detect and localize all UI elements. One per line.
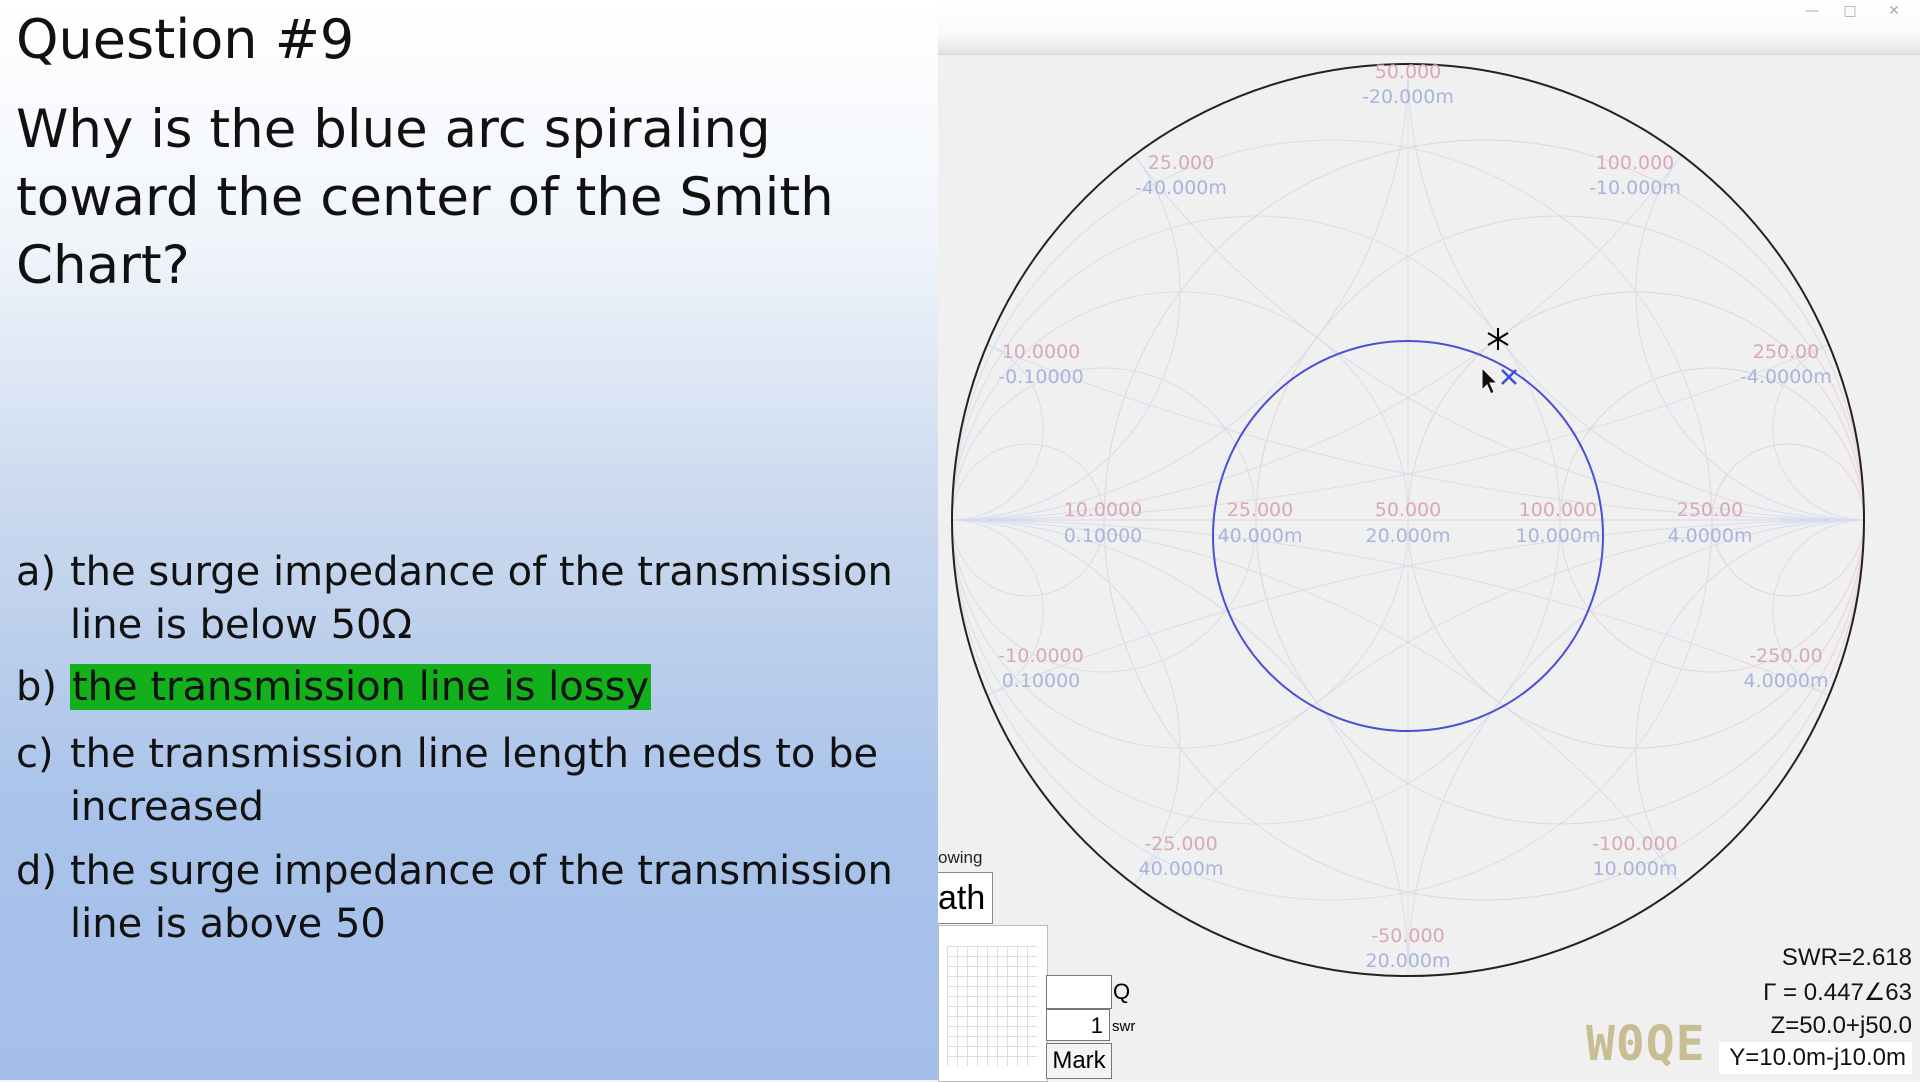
answer-text: the transmission line length needs to be… (70, 731, 879, 830)
mark-button[interactable]: Mark (1046, 1043, 1112, 1079)
answer-letter: c) (16, 731, 54, 777)
mouse-cursor-icon (1481, 366, 1499, 395)
susceptance-arc (952, 519, 1044, 703)
minimize-icon[interactable]: — (1805, 3, 1819, 19)
grid-tick-label: 50.000 (1375, 499, 1441, 521)
reactance-arc (1635, 64, 1864, 521)
grid-tick-label: 4.0000m (1744, 670, 1829, 692)
answer-a: a) the surge impedance of the transmissi… (16, 546, 896, 652)
grid-tick-label: -40.000m (1135, 177, 1227, 199)
grid-tick-label: -25.000 (1144, 833, 1217, 855)
grid-tick-label: 20.000m (1366, 950, 1451, 972)
answer-letter: d) (16, 848, 57, 894)
answer-text: the surge impedance of the transmission … (70, 549, 893, 648)
grid-tick-label: 0.10000 (1064, 525, 1143, 547)
susceptance-arc (952, 519, 1181, 976)
grid-tick-label: -250.00 (1749, 645, 1822, 667)
question-text: Why is the blue arc spiraling toward the… (16, 99, 834, 296)
answer-letter: b) (16, 664, 57, 710)
impedance-readout: Z=50.0+j50.0 (1770, 1012, 1912, 1039)
grid-tick-label: 20.000m (1366, 525, 1451, 547)
smith-chart[interactable]: 10.0000 0.10000 25.000 40.000m 50.000 20.000m… (938, 0, 1920, 1080)
slide-title: Question #9 (16, 8, 355, 71)
question-slide: Question #9 Why is the blue arc spiralin… (0, 0, 938, 1080)
grid-tick-label: -0.10000 (998, 366, 1083, 388)
answer-d: d) the surge impedance of the transmissi… (16, 845, 896, 951)
close-icon[interactable]: ✕ (1888, 3, 1900, 19)
answer-text-highlighted: the transmission line is lossy (70, 664, 652, 710)
grid-tick-label: -50.000 (1371, 925, 1444, 947)
susceptance-arc (952, 337, 1044, 521)
smith-grid (952, 64, 1864, 976)
reactance-arc (1772, 337, 1864, 521)
answer-letter: a) (16, 549, 57, 595)
susceptance-arc (952, 64, 1181, 521)
susceptance-arc (952, 64, 1409, 521)
smith-chart-app: — □ ✕ 10.0000 0.10000 25.000 40.000m 50.000 2… (938, 0, 1920, 1080)
smith-outer-circle (951, 63, 1865, 977)
w0qe-logo: W0QE (1586, 1016, 1706, 1072)
grid-tick-label: 250.00 (1677, 499, 1743, 521)
grid-tick-label: 40.000m (1218, 525, 1303, 547)
reactance-arc (1407, 64, 1864, 521)
grid-tick-label: 10.0000 (1002, 341, 1081, 363)
answer-b: b) the transmission line is lossy (16, 661, 896, 714)
gamma-readout: Γ = 0.447∠63 (1763, 979, 1912, 1006)
grid-labels: 10.0000 0.10000 25.000 40.000m 50.000 20.000m… (998, 61, 1832, 972)
grid-tick-label: -10.000m (1589, 177, 1681, 199)
grid-tick-label: 10.000m (1516, 525, 1601, 547)
grid-tick-label: -100.000 (1592, 833, 1677, 855)
grid-tick-label: 10.0000 (1064, 499, 1143, 521)
impedance-arc (1212, 340, 1604, 732)
window-titlebar: — □ ✕ (938, 0, 1920, 55)
marker-star-icon (1487, 328, 1509, 350)
panel-label: owing (938, 848, 983, 867)
grid-tick-label: -4.0000m (1740, 366, 1832, 388)
thumbnail-grid (947, 946, 1037, 1066)
grid-tick-label: -20.000m (1362, 86, 1454, 108)
grid-tick-label: 0.10000 (1002, 670, 1081, 692)
grid-tick-label: 50.000 (1375, 61, 1441, 83)
admittance-readout: Y=10.0m-j10.0m (1719, 1042, 1912, 1074)
swr-readout: SWR=2.618 (1781, 944, 1912, 971)
swr-input[interactable]: 1 (1046, 1009, 1110, 1041)
swr-label: swr (1112, 1018, 1136, 1035)
answer-c: c) the transmission line length needs to… (16, 728, 896, 834)
grid-tick-label: 100.000 (1596, 152, 1675, 174)
grid-tick-label: 25.000 (1148, 152, 1214, 174)
grid-tick-label: 4.0000m (1668, 525, 1753, 547)
reactance-arc (1635, 519, 1864, 976)
grid-tick-label: 100.000 (1519, 499, 1598, 521)
answer-text: the surge impedance of the transmission … (70, 848, 893, 947)
maximize-icon[interactable]: □ (1843, 3, 1857, 19)
marker-x-icon (1501, 369, 1517, 385)
grid-tick-label: 25.000 (1227, 499, 1293, 521)
chart-thumbnail[interactable] (938, 925, 1048, 1082)
q-input[interactable] (1046, 975, 1112, 1009)
grid-tick-label: 40.000m (1139, 858, 1224, 880)
grid-tick-label: 250.00 (1753, 341, 1819, 363)
grid-tick-label: 10.000m (1593, 858, 1678, 880)
q-label: Q (1113, 979, 1131, 1004)
path-button[interactable]: ath (938, 872, 993, 924)
grid-tick-label: -10.0000 (998, 645, 1083, 667)
